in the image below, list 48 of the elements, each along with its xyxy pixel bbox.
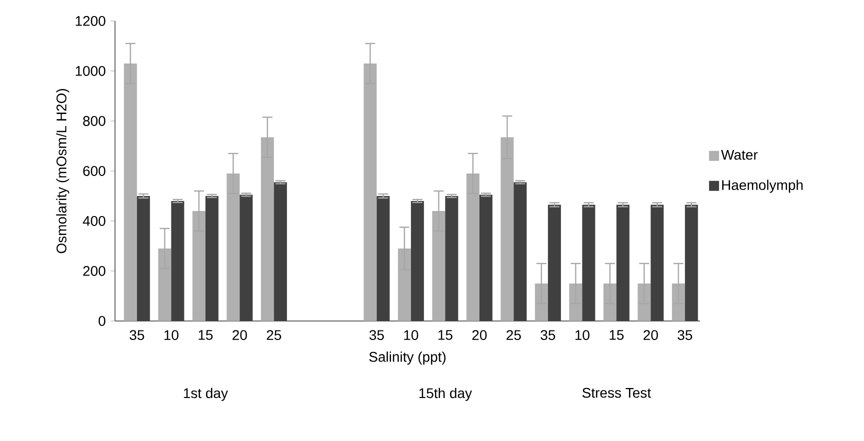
bar [376,196,390,321]
y-tick-label: 1200 [76,16,106,26]
text: 15th day [419,388,472,401]
text: 1st day [184,388,228,401]
bar [136,196,150,321]
y-tick-label: 200 [83,266,106,276]
y-tick-label: 800 [83,116,106,126]
x-tick-label: 35 [130,330,144,340]
bar [514,182,527,321]
x-tick-label: 10 [404,330,418,340]
bar [479,194,492,321]
x-tick-label: 10 [164,330,178,340]
x-tick-label: 25 [266,330,282,340]
x-tick-label: 35 [678,330,692,340]
x-tick-label: 20 [472,330,487,340]
x-tick-label: 15 [610,330,624,340]
bar [445,196,458,321]
bar [398,248,411,321]
bar [684,204,698,321]
legend-label: Haemolymph [722,180,803,193]
y-tick-label: 1000 [76,66,106,76]
x-tick-label: 20 [644,330,658,340]
bar [192,210,206,321]
bar [410,200,424,321]
x-axis-title: Salinity (ppt) [369,352,446,365]
bar [548,204,561,321]
bar [650,204,664,321]
bar [582,204,596,321]
bar [616,204,630,321]
y-axis-title: Osmolarity (mOsm/L H2O) [56,89,70,254]
bar [274,182,287,321]
x-tick-label: 15 [198,330,213,340]
bar [205,196,218,321]
x-tick-label: 35 [540,330,556,340]
text: Stress Test [582,388,651,398]
x-tick-label: 35 [369,330,384,340]
x-tick-label: 20 [232,330,247,340]
y-tick-label: 400 [82,216,106,226]
x-tick-label: 25 [506,330,521,340]
legend-label: Water [721,150,758,160]
bar [432,210,446,321]
x-tick-label: 10 [575,330,590,340]
x-tick-label: 15 [438,330,452,340]
y-tick-label: 600 [83,166,106,176]
bar [240,194,253,321]
bar [158,248,172,321]
y-tick-label: 0 [98,316,106,326]
bar [171,200,184,321]
